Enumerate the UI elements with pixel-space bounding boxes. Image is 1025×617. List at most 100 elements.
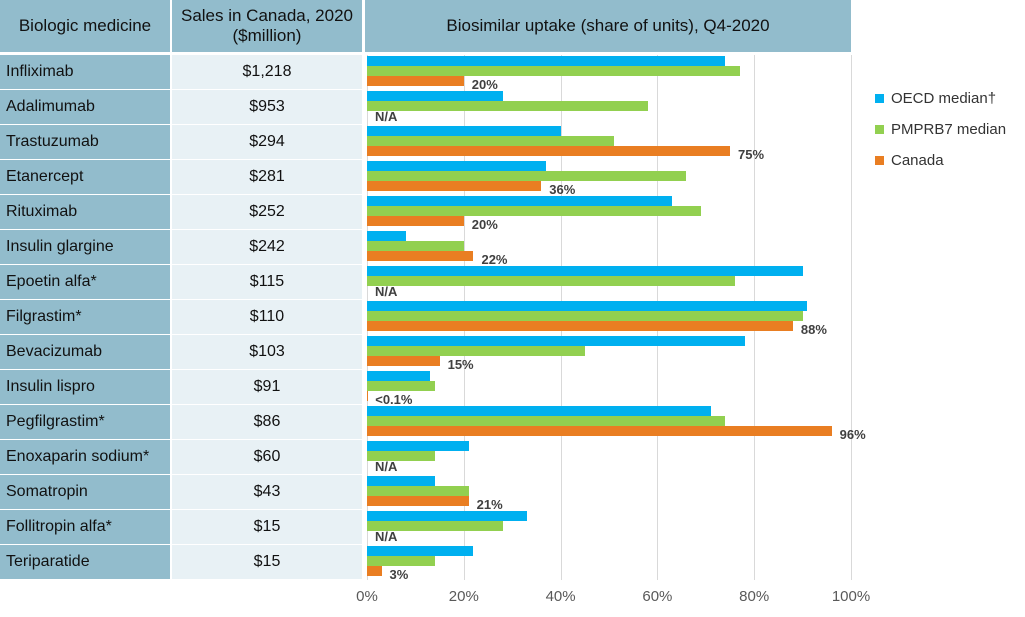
sales-value: $103	[172, 335, 362, 369]
data-label: 21%	[476, 497, 503, 512]
bar-1-4	[367, 206, 701, 216]
medicine-name: Pegfilgrastim*	[0, 405, 170, 439]
medicine-name: Insulin glargine	[0, 230, 170, 264]
bar-1-8	[367, 346, 585, 356]
bar-1-14	[367, 556, 435, 566]
x-tick-label: 40%	[545, 588, 576, 605]
bar-1-10	[367, 416, 726, 426]
medicine-name: Filgrastim*	[0, 300, 170, 334]
sales-value: $43	[172, 475, 362, 509]
legend-label: PMPRB7 median	[891, 121, 1007, 138]
legend-label: OECD median†	[891, 90, 997, 107]
bar-2-2	[367, 146, 730, 156]
sales-value: $242	[172, 230, 362, 264]
data-label: 20%	[471, 77, 498, 92]
medicine-name: Enoxaparin sodium*	[0, 440, 170, 474]
sales-value: $953	[172, 90, 362, 124]
bar-0-11	[367, 441, 469, 451]
data-label: 22%	[481, 252, 508, 267]
x-tick-label: 80%	[739, 588, 770, 605]
medicine-name: Adalimumab	[0, 90, 170, 124]
bar-1-5	[367, 241, 464, 251]
bar-2-0	[367, 76, 464, 86]
bar-1-13	[367, 521, 503, 531]
bar-0-6	[367, 266, 803, 276]
bar-2-10	[367, 426, 832, 436]
sales-value: $60	[172, 440, 362, 474]
sales-value: $15	[172, 510, 362, 544]
data-label: 96%	[839, 427, 866, 442]
gridline	[851, 55, 852, 580]
legend-swatch	[875, 156, 884, 165]
sales-value: $110	[172, 300, 362, 334]
medicine-name: Bevacizumab	[0, 335, 170, 369]
medicine-name: Rituximab	[0, 195, 170, 229]
bar-0-13	[367, 511, 527, 521]
medicine-name: Teriparatide	[0, 545, 170, 579]
bar-0-12	[367, 476, 435, 486]
sales-value: $91	[172, 370, 362, 404]
bar-0-0	[367, 56, 726, 66]
data-label: 36%	[549, 182, 576, 197]
sales-value: $281	[172, 160, 362, 194]
data-label: N/A	[375, 529, 398, 544]
medicine-name: Insulin lispro	[0, 370, 170, 404]
medicine-name: Infliximab	[0, 55, 170, 89]
bar-0-3	[367, 161, 547, 171]
data-label: N/A	[375, 459, 398, 474]
legend-swatch	[875, 125, 884, 134]
sales-value: $115	[172, 265, 362, 299]
x-tick-label: 60%	[642, 588, 673, 605]
bar-1-12	[367, 486, 469, 496]
bar-1-7	[367, 311, 803, 321]
medicine-name: Epoetin alfa*	[0, 265, 170, 299]
bar-1-2	[367, 136, 614, 146]
bar-2-7	[367, 321, 793, 331]
data-label: 20%	[471, 217, 498, 232]
bar-0-9	[367, 371, 430, 381]
bar-1-6	[367, 276, 735, 286]
bar-0-5	[367, 231, 406, 241]
medicine-name: Somatropin	[0, 475, 170, 509]
bar-2-9	[367, 391, 368, 401]
x-tick-label: 20%	[448, 588, 479, 605]
data-label: 75%	[738, 147, 765, 162]
data-label: N/A	[375, 109, 398, 124]
sales-value: $15	[172, 545, 362, 579]
bar-1-1	[367, 101, 648, 111]
col1-header: Biologic medicine	[0, 0, 170, 52]
bar-0-7	[367, 301, 808, 311]
bar-2-5	[367, 251, 474, 261]
bar-0-1	[367, 91, 503, 101]
medicine-name: Trastuzumab	[0, 125, 170, 159]
legend-item: Canada	[875, 152, 944, 169]
sales-value: $86	[172, 405, 362, 439]
sales-value: $294	[172, 125, 362, 159]
bar-1-9	[367, 381, 435, 391]
data-label: 15%	[447, 357, 474, 372]
bar-0-14	[367, 546, 474, 556]
legend-item: OECD median†	[875, 90, 996, 107]
data-label: N/A	[375, 284, 398, 299]
x-tick-label: 0%	[356, 588, 378, 605]
bar-2-14	[367, 566, 382, 576]
bar-2-3	[367, 181, 542, 191]
medicine-name: Follitropin alfa*	[0, 510, 170, 544]
x-tick-label: 100%	[831, 588, 871, 605]
bar-1-0	[367, 66, 740, 76]
bar-1-3	[367, 171, 687, 181]
bar-0-4	[367, 196, 672, 206]
bar-2-12	[367, 496, 469, 506]
legend-label: Canada	[891, 152, 944, 169]
bar-1-11	[367, 451, 435, 461]
bar-2-8	[367, 356, 440, 366]
legend-swatch	[875, 94, 884, 103]
chart-title: Biosimilar uptake (share of units), Q4-2…	[365, 0, 851, 52]
data-label: 88%	[800, 322, 827, 337]
bar-0-8	[367, 336, 745, 346]
bar-2-4	[367, 216, 464, 226]
bar-0-2	[367, 126, 561, 136]
col2-header: Sales in Canada, 2020 ($million)	[172, 0, 362, 52]
data-label: <0.1%	[375, 392, 413, 407]
sales-value: $1,218	[172, 55, 362, 89]
